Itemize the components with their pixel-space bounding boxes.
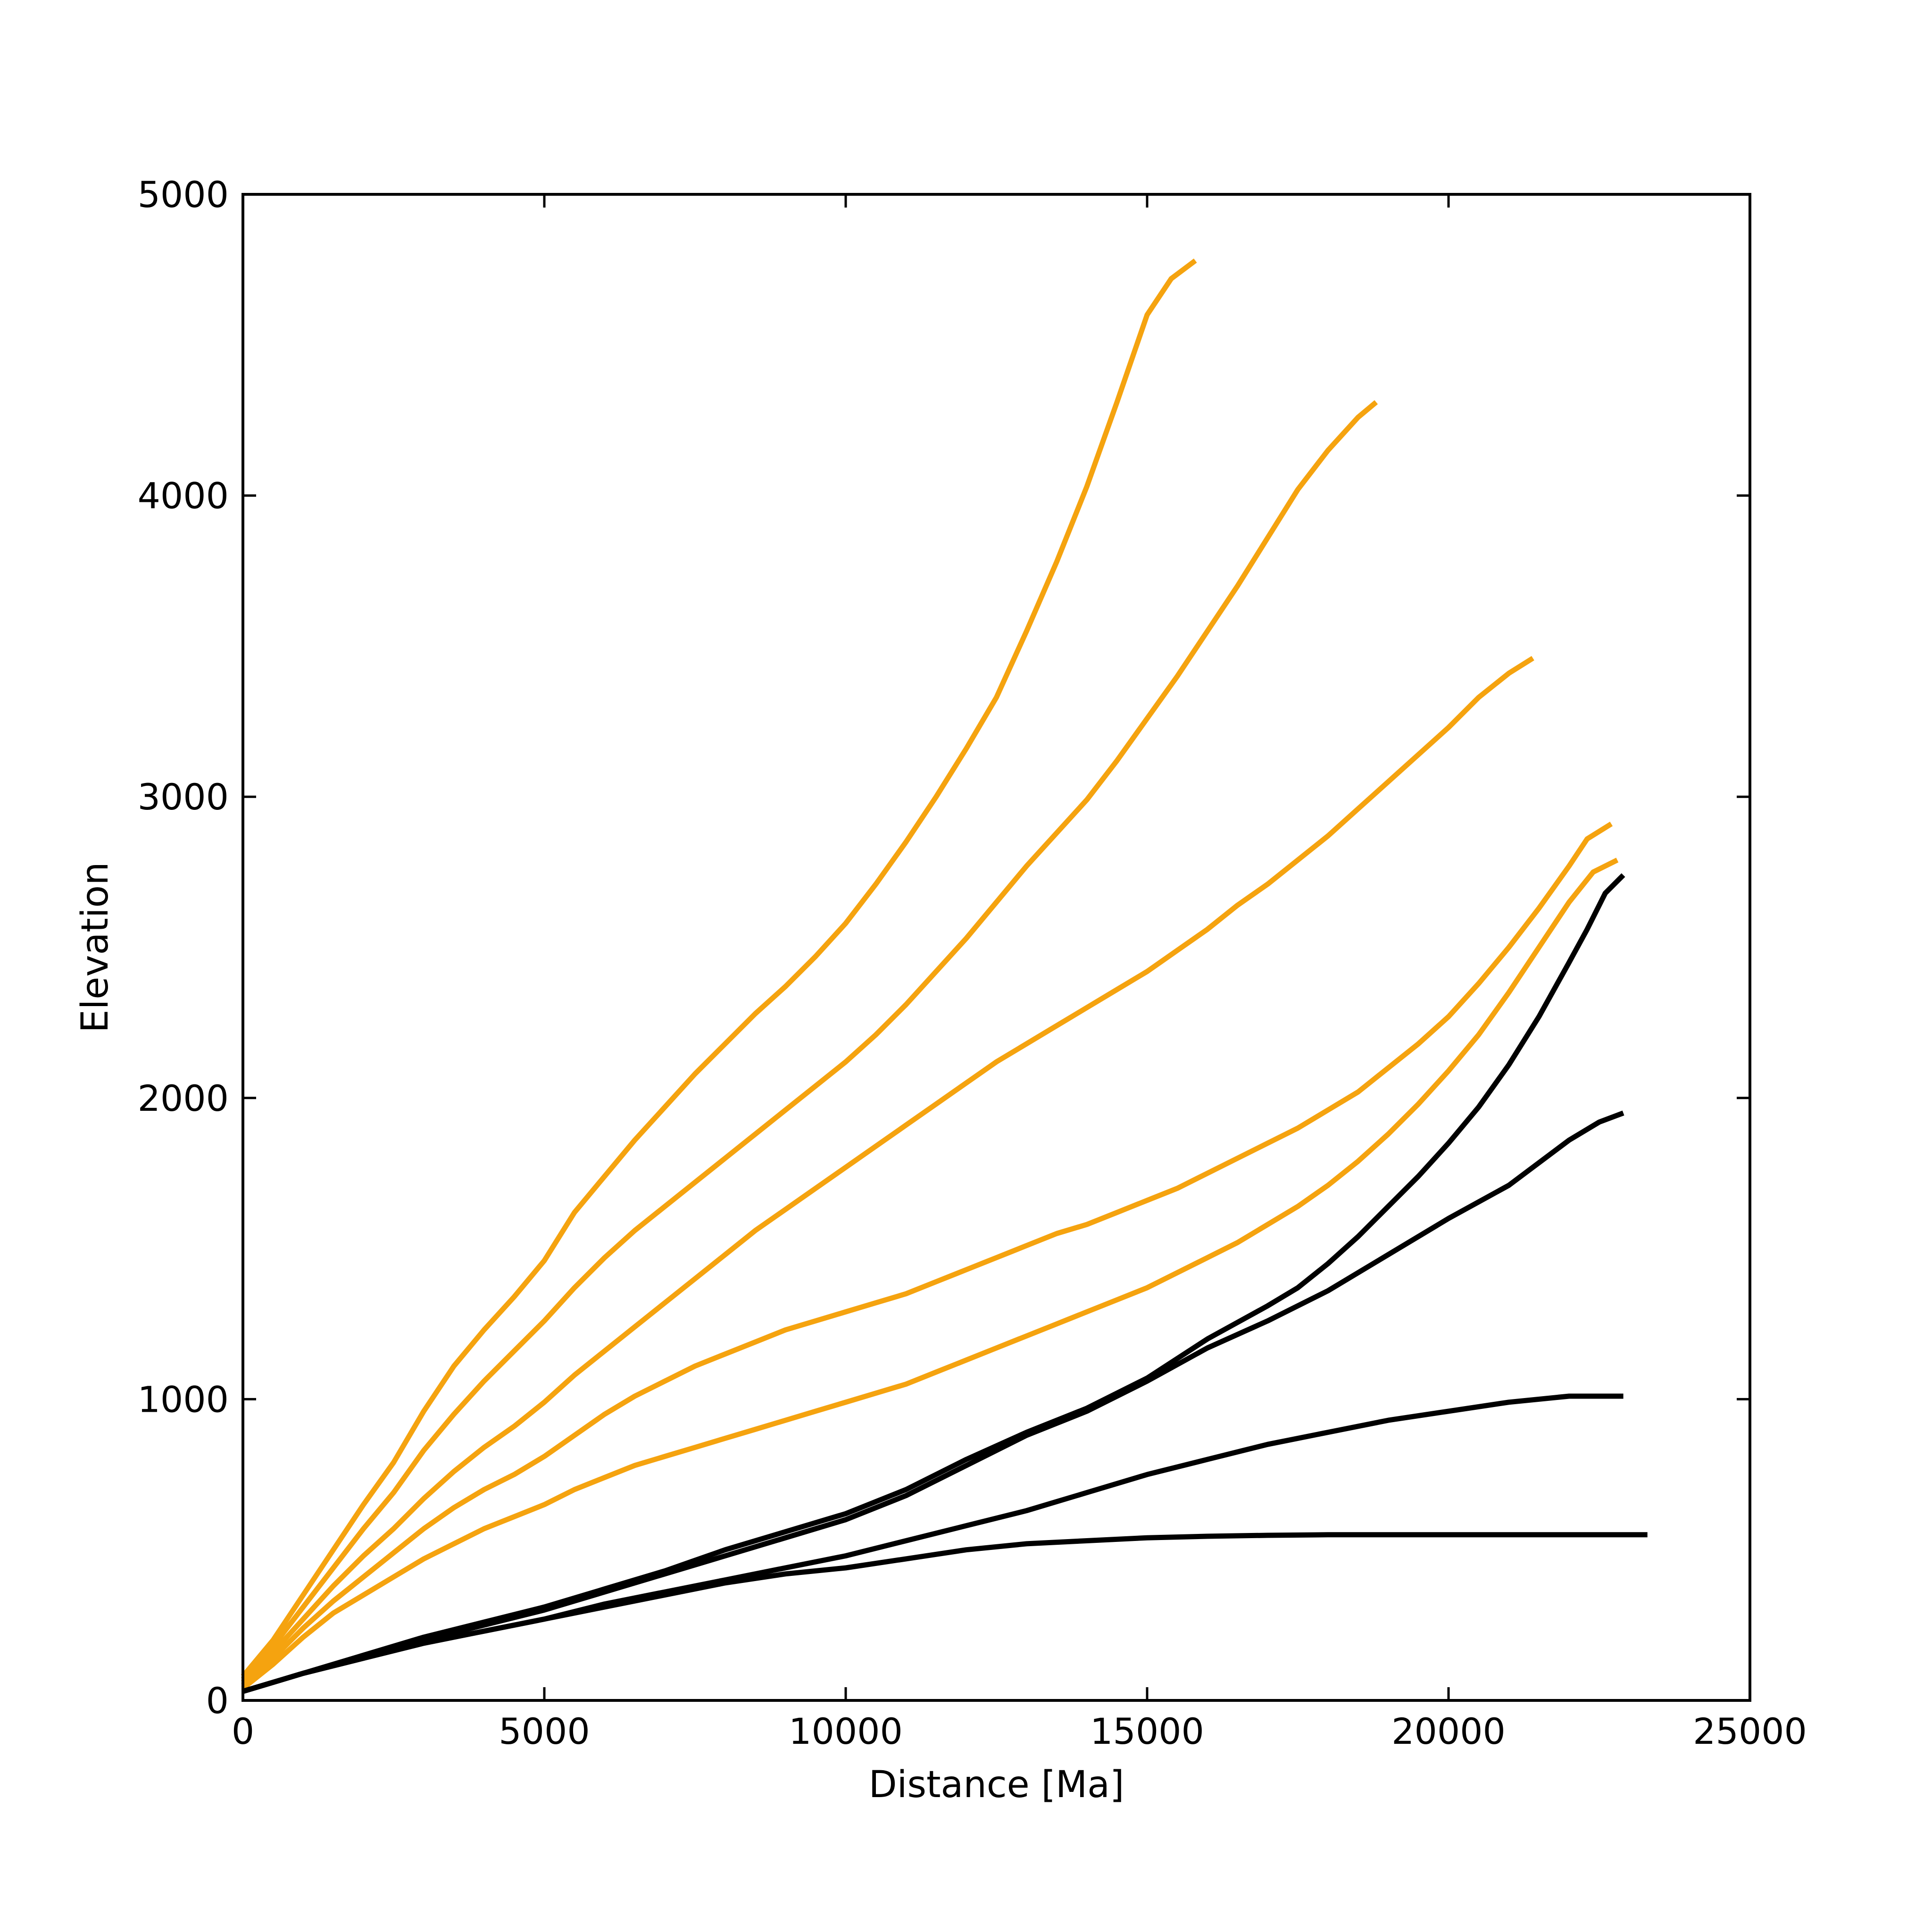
series-line-5 [241,858,1619,1690]
y-tick-label: 3000 [138,776,229,818]
series-line-7 [242,1110,1624,1694]
series-line-8 [242,1532,1648,1694]
y-tick-label: 0 [206,1680,229,1722]
plot-frame [242,193,1751,1702]
x-tick-label: 10000 [789,1710,903,1752]
series-line-4 [241,822,1613,1688]
x-tick-label: 0 [232,1710,254,1752]
x-tick-label: 25000 [1693,1710,1807,1752]
x-tick-label: 20000 [1391,1710,1506,1752]
x-tick-label: 15000 [1090,1710,1204,1752]
y-tick-label: 4000 [138,475,229,517]
y-tick-label: 2000 [138,1077,229,1119]
series-layer [241,258,1648,1694]
y-tick-label: 5000 [138,174,229,216]
series-line-6 [242,873,1625,1694]
series-line-3 [241,656,1534,1684]
x-tick-label: 5000 [499,1710,590,1752]
series-line-2 [241,400,1378,1682]
series-line-9 [242,1393,1624,1694]
y-tick-label: 1000 [138,1378,229,1420]
series-line-1 [241,258,1197,1678]
x-axis-label: Distance [Ma] [869,1764,1124,1806]
ticks-layer: 0 5000 10000 15000 20000 25000 0 1000 2000 3000 40… [138,174,1807,1752]
y-axis-label: Elevation [74,862,117,1033]
